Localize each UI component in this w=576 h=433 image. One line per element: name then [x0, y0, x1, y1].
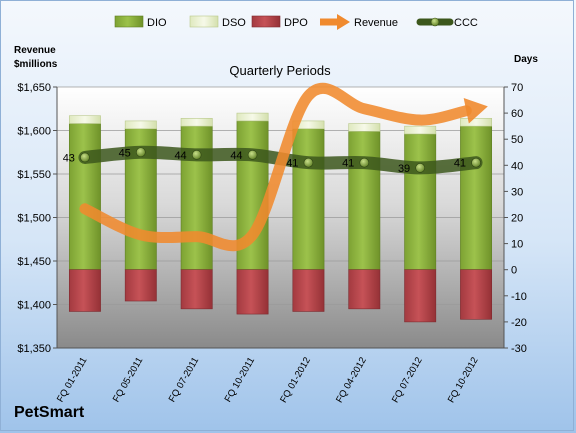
- dio-bar: [404, 133, 437, 270]
- left-tick-label: $1,600: [17, 126, 51, 138]
- ccc-data-label: 44: [174, 150, 186, 162]
- left-tick-label: $1,650: [17, 82, 51, 94]
- right-tick-label: -30: [511, 343, 527, 355]
- dio-bar: [180, 125, 213, 271]
- legend-label-dpo: DPO: [284, 17, 308, 29]
- dpo-bar: [180, 269, 213, 310]
- dso-bar: [236, 112, 269, 122]
- ccc-point: [471, 157, 481, 168]
- right-tick-label: -10: [511, 291, 527, 303]
- dpo-bar: [404, 269, 437, 323]
- ccc-point: [80, 152, 90, 163]
- ccc-point: [136, 147, 146, 158]
- dpo-bar: [236, 269, 269, 315]
- ccc-point: [191, 150, 202, 160]
- right-tick-label: 20: [511, 213, 523, 225]
- dio-bar: [460, 125, 493, 271]
- legend-label-ccc: CCC: [454, 17, 478, 29]
- dpo-bar: [68, 269, 101, 312]
- dso-bar: [68, 115, 101, 124]
- dso-bar: [124, 120, 157, 130]
- dso-bar: [348, 123, 381, 132]
- left-tick-label: $1,450: [17, 256, 51, 268]
- ccc-data-label: 43: [63, 152, 75, 164]
- ccc-data-label: 45: [119, 147, 131, 159]
- left-tick-label: $1,350: [17, 343, 51, 355]
- category-label: FQ 04-2012: [334, 355, 369, 404]
- ccc-point: [359, 157, 370, 168]
- dio-bar: [292, 128, 325, 270]
- legend-label-dio: DIO: [147, 17, 167, 29]
- right-tick-label: 60: [511, 108, 523, 120]
- left-tick-label: $1,550: [17, 169, 51, 181]
- category-label: FQ 01-2012: [278, 355, 313, 404]
- right-axis-title: Days: [514, 54, 538, 65]
- revenue-line: [79, 82, 472, 252]
- legend-swatch-dso: [189, 15, 219, 28]
- dpo-bar: [124, 269, 157, 302]
- dso-bar: [180, 118, 213, 127]
- right-tick-label: 10: [511, 239, 523, 251]
- dio-bar: [348, 131, 381, 270]
- ccc-data-label: 44: [230, 150, 242, 162]
- category-label: FQ 07-2012: [390, 355, 425, 404]
- left-tick-label: $1,500: [17, 213, 51, 225]
- revenue-arrowhead: [463, 97, 488, 124]
- ccc-data-label: 41: [286, 158, 298, 170]
- ccc-data-label: 41: [454, 158, 466, 170]
- category-label: FQ 05-2011: [111, 355, 146, 404]
- ccc-point: [415, 163, 425, 173]
- left-axis-title-line1: Revenue: [14, 45, 56, 56]
- legend-swatch-dpo: [251, 15, 281, 28]
- legend-swatch-revenue-head: [337, 14, 350, 30]
- chart-subtitle: Quarterly Periods: [229, 63, 331, 78]
- right-tick-label: 40: [511, 160, 523, 172]
- ccc-point: [303, 157, 314, 168]
- legend-swatch-ccc-dot: [430, 17, 440, 27]
- right-tick-label: 70: [511, 82, 523, 94]
- right-tick-label: -20: [511, 317, 527, 329]
- legend-label-revenue: Revenue: [354, 17, 398, 29]
- category-label: FQ 07-2011: [167, 355, 202, 404]
- left-axis-title-line2: $millions: [14, 59, 58, 70]
- right-tick-label: 0: [511, 265, 517, 277]
- dpo-bar: [292, 269, 325, 312]
- dpo-bar: [460, 269, 493, 320]
- dpo-bar: [348, 269, 381, 310]
- legend-label-dso: DSO: [222, 17, 246, 29]
- right-tick-label: 30: [511, 186, 523, 198]
- category-label: FQ 10-2012: [446, 355, 481, 404]
- dso-bar: [460, 118, 493, 127]
- right-tick-label: 50: [511, 134, 523, 146]
- legend-swatch-dio: [114, 15, 144, 28]
- dso-bar: [404, 125, 437, 135]
- ccc-data-label: 41: [342, 158, 354, 170]
- ccc-data-label: 39: [398, 163, 410, 175]
- company-name: PetSmart: [14, 404, 85, 421]
- ccc-point: [247, 150, 258, 160]
- left-tick-label: $1,400: [17, 300, 51, 312]
- category-label: FQ 01-2011: [55, 355, 90, 404]
- dio-bar: [68, 123, 101, 271]
- category-label: FQ 10-2011: [223, 355, 258, 404]
